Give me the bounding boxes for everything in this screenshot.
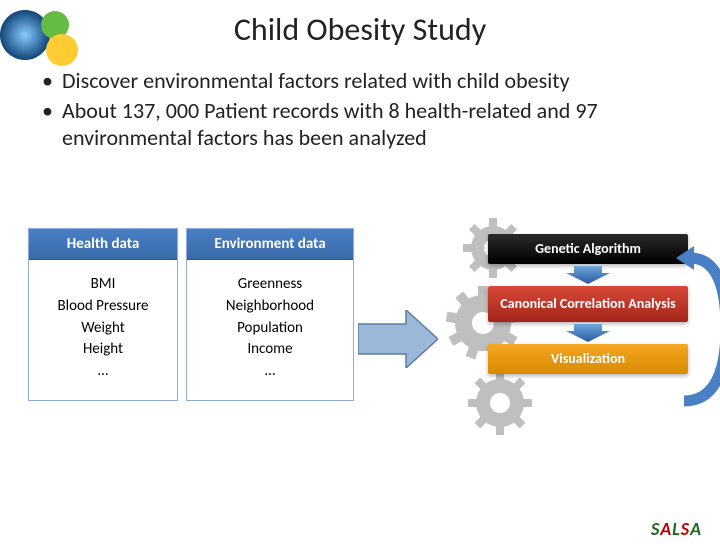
env-item: Greenness	[191, 274, 349, 296]
env-item: …	[191, 361, 349, 383]
env-data-column: Environment data Greenness Neighborhood …	[186, 228, 354, 401]
health-item: Height	[33, 339, 173, 361]
logo-letter: L	[672, 518, 681, 540]
bullet-item: Discover environmental factors related w…	[42, 67, 690, 95]
right-arrow-icon	[358, 310, 438, 368]
health-item: Weight	[33, 318, 173, 340]
bullet-list: Discover environmental factors related w…	[42, 67, 690, 152]
diagram-area: Health data BMI Blood Pressure Weight He…	[28, 228, 692, 468]
page-title: Child Obesity Study	[0, 10, 720, 49]
health-header: Health data	[29, 229, 177, 260]
method-viz: Visualization	[488, 344, 688, 374]
health-item: BMI	[33, 274, 173, 296]
loop-arrow-icon	[676, 246, 720, 411]
health-item: Blood Pressure	[33, 296, 173, 318]
footer-logo: SALSA	[651, 518, 702, 540]
health-item: …	[33, 361, 173, 383]
logo-letter: A	[690, 518, 702, 540]
bullet-item: About 137, 000 Patient records with 8 he…	[42, 97, 690, 152]
method-cca: Canonical Correlation Analysis	[488, 286, 688, 322]
method-stack: Genetic Algorithm Canonical Correlation …	[488, 234, 688, 374]
logo-letter: S	[651, 518, 660, 540]
health-data-column: Health data BMI Blood Pressure Weight He…	[28, 228, 178, 401]
env-header: Environment data	[187, 229, 353, 260]
env-item: Income	[191, 339, 349, 361]
env-item: Neighborhood	[191, 296, 349, 318]
env-body: Greenness Neighborhood Population Income…	[187, 260, 353, 400]
down-arrow-icon	[566, 266, 610, 284]
method-genetic: Genetic Algorithm	[488, 234, 688, 264]
health-body: BMI Blood Pressure Weight Height …	[29, 260, 177, 400]
logo-letter: A	[660, 518, 672, 540]
env-item: Population	[191, 318, 349, 340]
logo-letter: S	[681, 518, 690, 540]
down-arrow-icon	[566, 324, 610, 342]
